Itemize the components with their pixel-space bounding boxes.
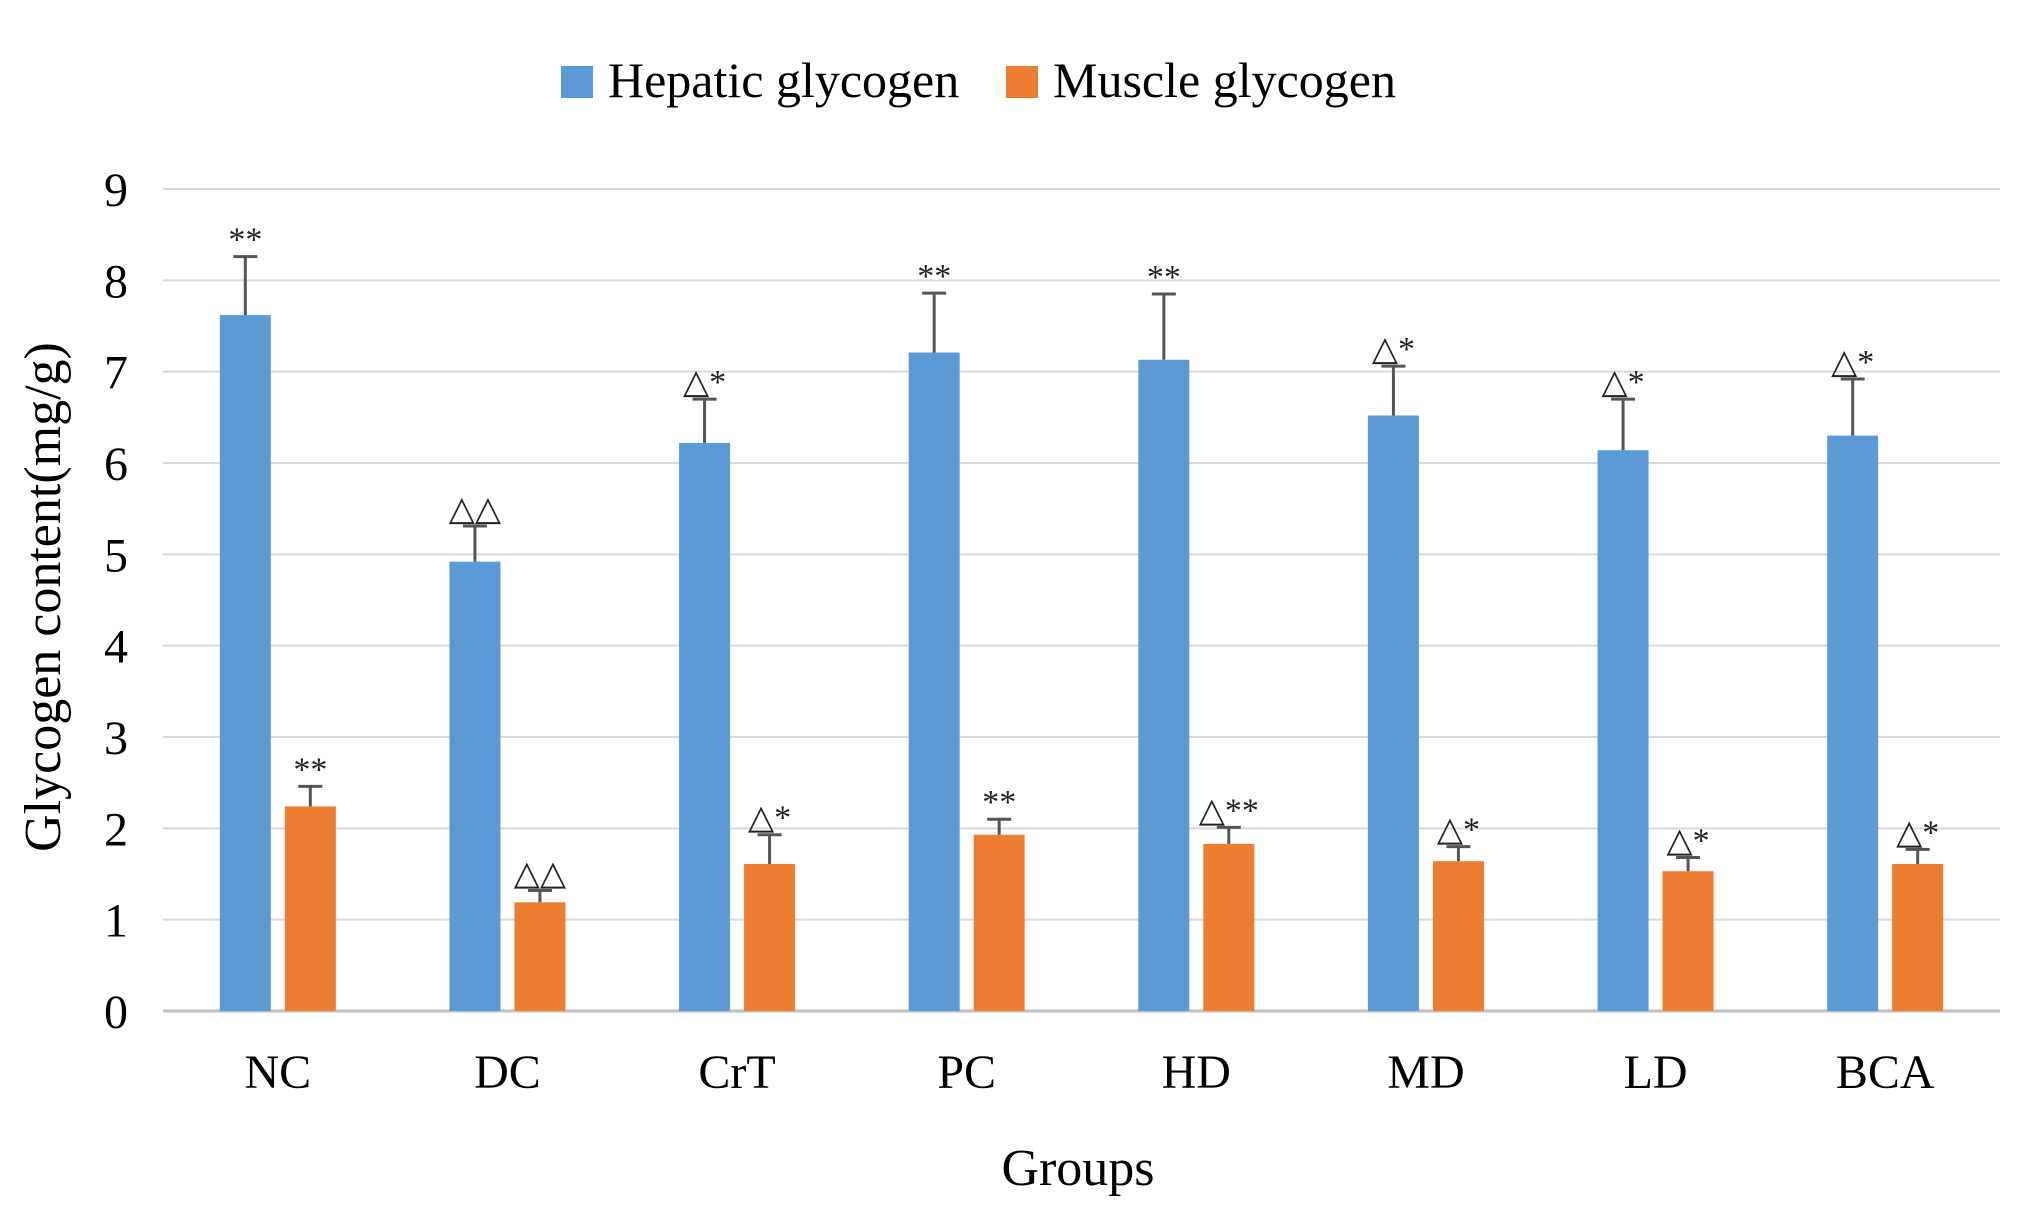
bar-hepatic-hd	[1138, 359, 1190, 1011]
x-tick-label: NC	[244, 1046, 311, 1099]
bar-muscle-dc	[514, 902, 566, 1011]
bar-group-crt: △* △*	[679, 364, 796, 1011]
significance-label: △*	[1896, 814, 1939, 851]
y-tick-label: 9	[104, 164, 128, 217]
significance-label: △*	[1666, 823, 1709, 860]
y-tick-label: 6	[104, 438, 128, 491]
y-tick-label: 4	[104, 621, 128, 674]
bar-group-bca: △* △*	[1827, 344, 1944, 1012]
significance-label: △△	[449, 491, 502, 528]
significance-label: **	[228, 222, 262, 259]
significance-label: **	[1147, 259, 1181, 296]
y-tick-label: 3	[104, 712, 128, 765]
y-tick-label: 8	[104, 255, 128, 308]
bar-hepatic-pc	[908, 352, 960, 1011]
x-tick-label: HD	[1162, 1046, 1231, 1099]
bar-muscle-pc	[973, 834, 1025, 1011]
y-axis-tick-labels: 0 1 2 3 4 5 6 7 8 9	[104, 164, 128, 1039]
significance-label: **	[293, 751, 327, 788]
x-tick-label: MD	[1387, 1046, 1464, 1099]
bar-hepatic-dc	[449, 561, 501, 1011]
bar-muscle-ld	[1662, 871, 1714, 1011]
bar-group-md: △* △*	[1367, 331, 1484, 1011]
bar-hepatic-nc	[219, 315, 271, 1011]
significance-label: △*	[1372, 331, 1415, 368]
x-tick-label: DC	[474, 1046, 541, 1099]
x-tick-label: LD	[1624, 1046, 1688, 1099]
significance-label: △**	[1199, 792, 1259, 829]
bar-muscle-nc	[284, 806, 336, 1011]
bar-series: ** ** △△ △△ △* △* ** ** ** △** △* △* △* △* △* △*	[219, 222, 1944, 1012]
significance-label: △*	[1831, 344, 1874, 381]
y-tick-label: 5	[104, 529, 128, 582]
legend-swatch-hepatic	[561, 66, 593, 98]
bar-group-nc: ** **	[219, 222, 336, 1011]
bar-muscle-hd	[1203, 843, 1255, 1011]
legend-label-muscle: Muscle glycogen	[1053, 52, 1396, 108]
bar-hepatic-ld	[1597, 450, 1649, 1011]
y-axis-title: Glycogen content(mg/g)	[15, 342, 72, 852]
significance-label: **	[982, 784, 1016, 821]
chart-legend: Hepatic glycogen Muscle glycogen	[561, 52, 1396, 108]
bar-group-ld: △* △*	[1597, 364, 1714, 1011]
bar-group-dc: △△ △△	[449, 491, 567, 1011]
x-tick-label: PC	[937, 1046, 996, 1099]
bar-hepatic-md	[1367, 415, 1419, 1011]
bar-hepatic-bca	[1827, 435, 1879, 1012]
significance-label: △*	[1437, 812, 1480, 849]
y-tick-label: 1	[104, 895, 128, 948]
significance-label: △*	[683, 364, 726, 401]
bar-muscle-crt	[744, 863, 796, 1011]
y-tick-label: 0	[104, 986, 128, 1039]
y-tick-label: 7	[104, 347, 128, 400]
x-tick-label: CrT	[698, 1046, 775, 1099]
significance-label: △△	[514, 855, 567, 892]
gridlines	[163, 188, 2000, 1013]
x-axis-title: Groups	[1001, 1140, 1154, 1197]
bar-group-hd: ** △**	[1138, 259, 1259, 1011]
significance-label: **	[917, 258, 951, 295]
legend-label-hepatic: Hepatic glycogen	[608, 52, 959, 108]
bar-muscle-md	[1432, 861, 1484, 1011]
bar-hepatic-crt	[679, 442, 731, 1011]
significance-label: △*	[1601, 364, 1644, 401]
x-axis-tick-labels: NC DC CrT PC HD MD LD BCA	[244, 1046, 1934, 1099]
y-tick-label: 2	[104, 803, 128, 856]
bar-group-pc: ** **	[908, 258, 1025, 1011]
significance-label: △*	[748, 800, 791, 837]
legend-swatch-muscle	[1006, 66, 1038, 98]
x-tick-label: BCA	[1836, 1046, 1935, 1099]
bar-muscle-bca	[1892, 863, 1944, 1011]
